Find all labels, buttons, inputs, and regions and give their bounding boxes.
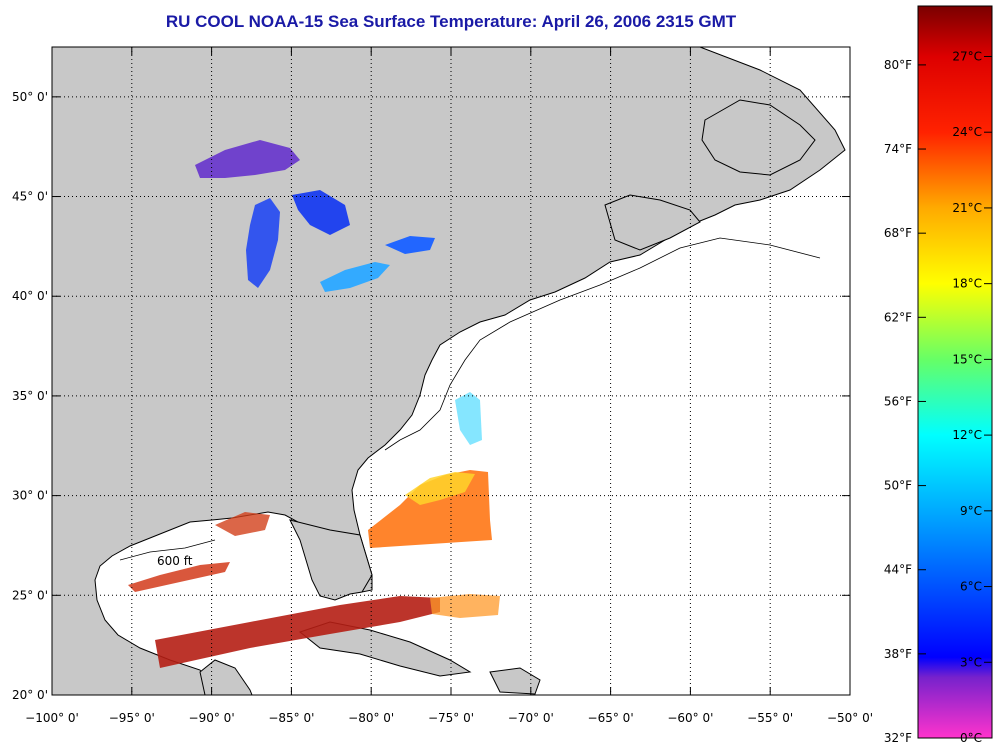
colorbar-celsius-label: 12°C <box>952 428 982 442</box>
colorbar-celsius-label: 27°C <box>952 49 982 63</box>
bathymetry-contour <box>119 237 821 561</box>
colorbar-fahrenheit-label: 38°F <box>884 647 912 661</box>
colorbar-celsius-label: 18°C <box>952 277 982 291</box>
land-newfoundland <box>701 99 816 176</box>
lake-michigan <box>246 198 280 288</box>
colorbar-fahrenheit-label: 68°F <box>884 226 912 240</box>
colorbar-celsius-label: 3°C <box>960 655 982 669</box>
colorbar-celsius-axis: 0°C 3°C 6°C 9°C 12°C 15°C 18°C 21°C 24°C 27°C <box>952 49 992 745</box>
lon-tick-label: −70° 0' <box>508 711 554 725</box>
lon-tick-label: −65° 0' <box>588 711 634 725</box>
colorbar-fahrenheit-label: 44°F <box>884 563 912 577</box>
lat-tick-label: 30° 0' <box>12 489 48 503</box>
lat-tick-label: 40° 0' <box>12 289 48 303</box>
colorbar-fahrenheit-label: 62°F <box>884 310 912 324</box>
lon-tick-label: −50° 0' <box>827 711 873 725</box>
lon-tick-label: −75° 0' <box>428 711 474 725</box>
sst-swath-atlantic-cool <box>405 472 475 505</box>
land-yucatan <box>199 659 253 695</box>
colorbar-celsius-label: 24°C <box>952 125 982 139</box>
colorbar-scale <box>917 5 993 739</box>
lat-tick-label: 25° 0' <box>12 588 48 602</box>
lake-erie <box>320 262 390 292</box>
land-florida <box>289 519 373 601</box>
colorbar-fahrenheit-axis: 32°F 38°F 44°F 50°F 56°F 62°F 68°F 74°F 80°F <box>884 58 926 745</box>
colorbar-fahrenheit-label: 32°F <box>884 731 912 745</box>
lon-tick-label: −95° 0' <box>109 711 155 725</box>
lake-huron <box>292 190 350 235</box>
contour-label: 600 ft <box>157 554 193 568</box>
lat-tick-label: 20° 0' <box>12 688 48 702</box>
longitude-axis: −100° 0' −95° 0' −90° 0' −85° 0' −80° 0' −75°… <box>25 47 873 725</box>
grid-lines <box>52 47 850 695</box>
colorbar-fahrenheit-label: 50°F <box>884 479 912 493</box>
lat-tick-label: 50° 0' <box>12 90 48 104</box>
sst-swath-gulf <box>155 596 440 668</box>
colorbar-celsius-label: 21°C <box>952 201 982 215</box>
colorbar-fahrenheit-label: 80°F <box>884 58 912 72</box>
lon-tick-label: −90° 0' <box>189 711 235 725</box>
lon-tick-label: −55° 0' <box>747 711 793 725</box>
sst-swath-gulf-west <box>128 562 230 592</box>
latitude-axis: 20° 0' 25° 0' 30° 0' 35° 0' 40° 0' 45° 0' 50° … <box>12 90 850 702</box>
colorbar-celsius-label: 15°C <box>952 352 982 366</box>
colorbar-celsius-label: 6°C <box>960 580 982 594</box>
map-frame: 600 ft −100° 0' −95° 0' −90° 0' −85° 0' −80°… <box>12 46 873 725</box>
lat-tick-label: 45° 0' <box>12 190 48 204</box>
colorbar-fahrenheit-label: 74°F <box>884 142 912 156</box>
lon-tick-label: −85° 0' <box>268 711 314 725</box>
map-title: RU COOL NOAA-15 Sea Surface Temperature:… <box>165 12 737 31</box>
lon-tick-label: −100° 0' <box>25 711 79 725</box>
colorbar-celsius-label: 9°C <box>960 504 982 518</box>
land-hispaniola <box>489 667 541 695</box>
lat-tick-label: 35° 0' <box>12 389 48 403</box>
lon-tick-label: −80° 0' <box>348 711 394 725</box>
colorbar: 0°C 3°C 6°C 9°C 12°C 15°C 18°C 21°C 24°C 27°C 32°… <box>884 5 993 745</box>
colorbar-celsius-label: 0°C <box>960 731 982 745</box>
sst-swath-gulf-north <box>215 512 270 536</box>
sst-swath-caribbean <box>430 594 500 618</box>
colorbar-fahrenheit-label: 56°F <box>884 394 912 408</box>
lake-superior <box>195 140 300 178</box>
lake-ontario <box>385 236 435 254</box>
sst-swath-atlantic-north <box>455 392 482 445</box>
lon-tick-label: −60° 0' <box>667 711 713 725</box>
